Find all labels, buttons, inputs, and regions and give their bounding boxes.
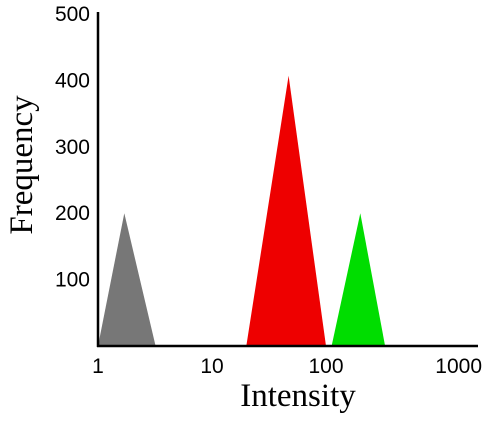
y-tick-label: 500 — [55, 3, 90, 26]
x-tick-labels: 1 10 100 1000 — [92, 355, 482, 378]
x-tick-label: 10 — [200, 355, 223, 378]
y-tick-labels: 100 200 300 400 500 — [55, 3, 90, 292]
y-tick-label: 400 — [55, 69, 90, 92]
x-tick-label: 1 — [92, 355, 104, 378]
y-tick-label: 100 — [55, 269, 90, 292]
x-tick-label: 1000 — [435, 355, 482, 378]
y-axis-title: Frequency — [4, 95, 40, 235]
x-axis-title: Intensity — [240, 378, 356, 414]
y-tick-label: 300 — [55, 136, 90, 159]
peak-1 — [98, 213, 156, 346]
peaks-layer — [98, 75, 386, 347]
peak-2 — [246, 75, 326, 347]
peak-3 — [331, 213, 386, 346]
x-tick-label: 100 — [308, 355, 343, 378]
y-tick-label: 200 — [55, 202, 90, 225]
